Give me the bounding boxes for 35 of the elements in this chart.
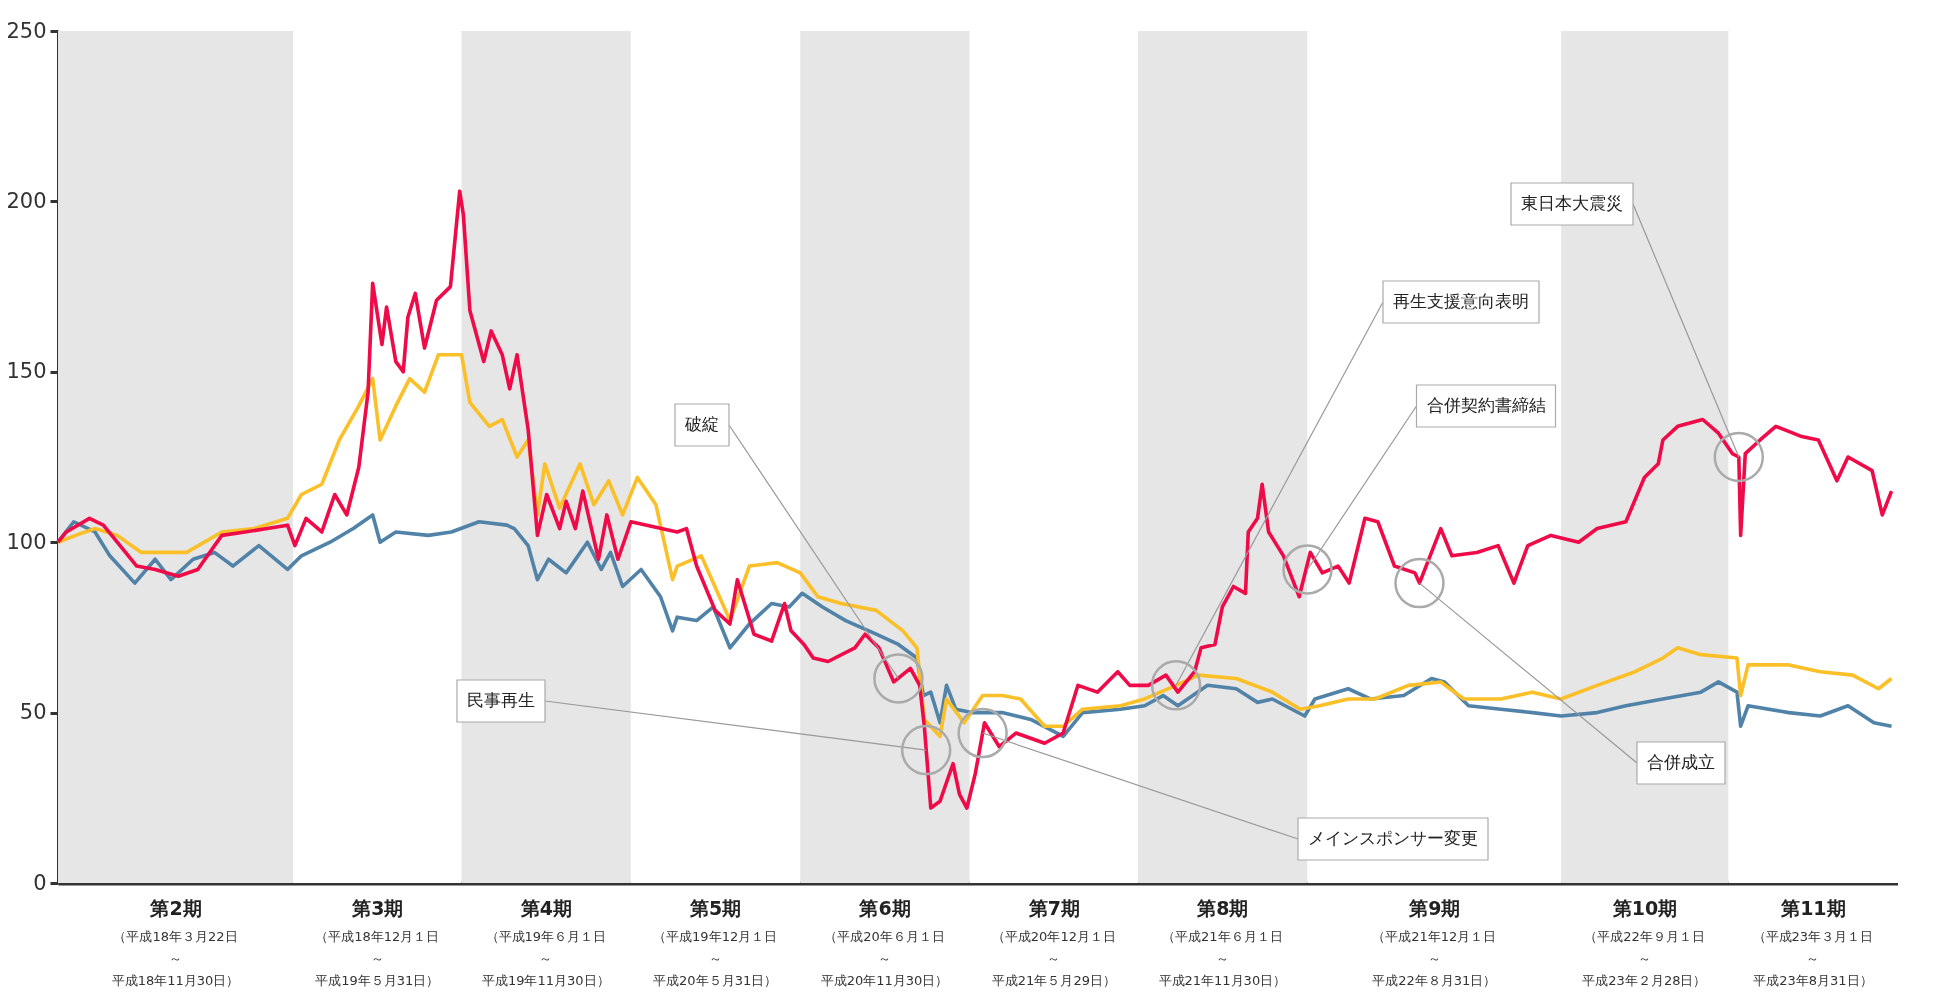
x-tick-label: 第5期 xyxy=(689,896,742,919)
text: （平成22年９月１日～平成23年２月28日） xyxy=(1582,929,1707,988)
y-tick-label: 0 xyxy=(33,870,47,895)
x-tick-label: 第9期 xyxy=(1408,896,1461,919)
annotation: 合併成立 xyxy=(1647,752,1715,772)
annotation: 再生支援意向表明 xyxy=(1393,291,1529,311)
annotation: メインスポンサー変更 xyxy=(1308,828,1478,848)
y-tick-label: 50 xyxy=(19,700,47,725)
text: （平成23年３月１日～平成23年8月31日） xyxy=(1752,929,1874,988)
text: （平成21年12月１日～平成22年８月31日） xyxy=(1372,929,1497,988)
annotation: 破綻 xyxy=(684,414,719,434)
x-tick-label: 第10期 xyxy=(1611,896,1678,919)
y-tick-label: 200 xyxy=(6,188,47,213)
text: （平成18年12月１日～平成19年５月31日） xyxy=(315,929,440,988)
x-tick-label: 第11期 xyxy=(1780,896,1846,919)
x-tick-label: 第6期 xyxy=(858,896,911,919)
y-tick-label: 250 xyxy=(6,18,47,43)
annotation: 民事再生 xyxy=(467,690,535,710)
text: （平成21年６月１日～平成21年11月30日） xyxy=(1158,929,1287,988)
y-tick-label: 150 xyxy=(6,359,47,384)
x-tick-label: 第7期 xyxy=(1027,896,1081,919)
text: （平成19年６月１日～平成19年11月30日） xyxy=(481,929,610,988)
text: （平成18年３月22日～平成18年11月30日） xyxy=(111,929,240,988)
text: （平成19年12月１日～平成20年５月31日） xyxy=(653,929,778,988)
x-tick-label: 第3期 xyxy=(351,896,404,919)
line-series xyxy=(56,189,1894,810)
x-tick-label: 第4期 xyxy=(519,896,572,919)
text: （平成20年６月１日～平成20年11月30日） xyxy=(820,929,949,988)
text: （平成20年12月１日～平成21年５月29日） xyxy=(991,929,1116,988)
annotation: 東日本大震災 xyxy=(1521,193,1623,213)
x-tick-label: 第2期 xyxy=(149,896,202,919)
line-series xyxy=(56,352,1894,739)
annotation: 合併契約書締結 xyxy=(1426,395,1546,415)
x-tick-label: 第8期 xyxy=(1196,896,1249,919)
y-tick-label: 100 xyxy=(6,529,47,554)
